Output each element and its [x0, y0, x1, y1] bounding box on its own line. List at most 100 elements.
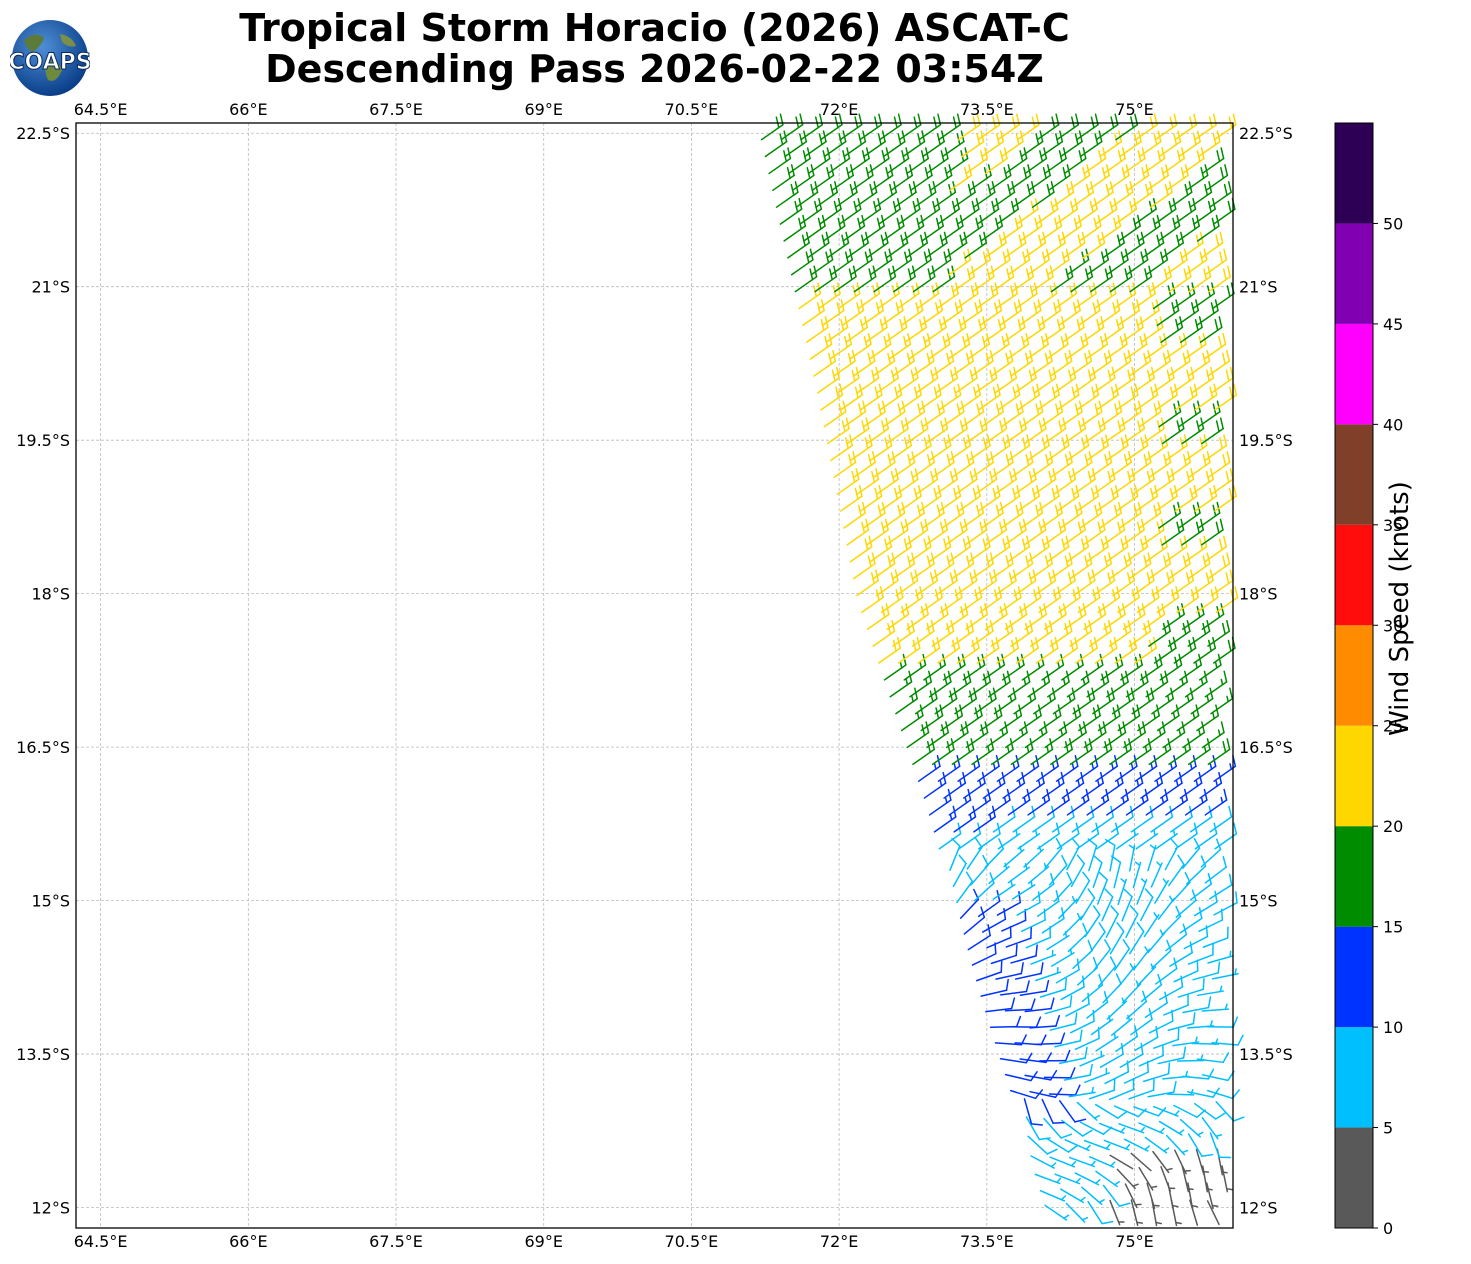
barb-shaft	[1050, 748, 1073, 766]
barb-full-flag	[1144, 670, 1149, 683]
wind-barb	[1140, 888, 1154, 922]
barb-full-flag	[971, 639, 976, 652]
wind-barb	[1209, 1132, 1232, 1159]
wind-barb	[1207, 950, 1234, 964]
barb-full-flag	[1226, 619, 1231, 632]
barb-full-flag	[973, 687, 978, 700]
barb-shaft	[1125, 681, 1149, 698]
barb-full-flag	[1166, 939, 1172, 952]
barb-half-flag	[1209, 763, 1213, 770]
barb-full-flag	[1104, 888, 1114, 898]
barb-shaft	[954, 697, 978, 715]
barb-full-flag	[1096, 704, 1101, 717]
barb-full-flag	[1113, 1078, 1116, 1092]
barb-shaft	[1162, 613, 1185, 630]
wind-barb	[1193, 890, 1218, 917]
wind-barb	[1044, 837, 1063, 869]
barb-full-flag	[1092, 707, 1097, 720]
barb-full-flag	[960, 724, 965, 737]
barb-shaft	[928, 799, 952, 816]
wind-barb	[1059, 1100, 1087, 1123]
barb-full-flag	[1038, 1137, 1051, 1141]
barb-shaft	[1070, 862, 1086, 888]
y-tick-label-right: 12°S	[1239, 1199, 1278, 1218]
barb-shaft	[1024, 731, 1048, 749]
barb-half-flag	[1172, 829, 1176, 837]
wind-barb	[1035, 636, 1059, 664]
wind-barb	[1201, 147, 1225, 175]
barb-shaft	[1179, 1118, 1201, 1138]
barb-half-flag	[1063, 1214, 1070, 1220]
barb-full-flag	[1218, 771, 1223, 784]
barb-shaft	[1206, 1089, 1234, 1100]
barb-full-flag	[1222, 856, 1227, 868]
barb-full-flag	[1140, 1042, 1144, 1055]
barb-full-flag	[1103, 622, 1108, 635]
barb-half-flag	[1226, 695, 1229, 703]
wind-barb	[1207, 552, 1231, 580]
barb-shaft	[1106, 681, 1129, 698]
barb-full-flag	[908, 670, 913, 683]
y-tick-label-right: 13.5°S	[1239, 1045, 1293, 1064]
barb-full-flag	[1134, 656, 1139, 669]
wind-barb	[1173, 1104, 1206, 1118]
barb-shaft	[1049, 1156, 1076, 1168]
barb-shaft	[991, 748, 1014, 766]
barb-full-flag	[1133, 636, 1138, 649]
barb-shaft	[1204, 866, 1227, 884]
wind-barb	[1083, 1139, 1111, 1151]
barb-shaft	[1013, 697, 1037, 715]
barb-shaft	[1023, 1098, 1033, 1125]
barb-full-flag	[1087, 690, 1092, 703]
barb-full-flag	[1154, 656, 1159, 669]
coaps-logo: COAPS	[10, 20, 90, 96]
barb-full-flag	[1076, 854, 1086, 865]
barb-full-flag	[1129, 639, 1134, 652]
barb-shaft	[1096, 833, 1119, 850]
barb-shaft	[1196, 1058, 1224, 1064]
wind-barb	[977, 755, 1000, 782]
barb-shaft	[1022, 782, 1045, 799]
barb-full-flag	[1080, 771, 1085, 784]
barb-shaft	[1114, 765, 1138, 782]
barb-full-flag	[964, 603, 969, 616]
barb-shaft	[1153, 647, 1177, 664]
wind-barb	[975, 960, 1003, 982]
barb-full-flag	[1068, 738, 1073, 751]
barb-shaft	[1015, 647, 1039, 664]
barb-shaft	[1020, 919, 1046, 933]
barb-half-flag	[1116, 780, 1120, 787]
wind-barb	[1211, 1034, 1244, 1046]
barb-shaft	[1132, 861, 1142, 889]
barb-full-flag	[1144, 888, 1154, 898]
barb-full-flag	[1115, 656, 1120, 669]
wind-barb	[1179, 1118, 1204, 1138]
barb-full-flag	[1044, 622, 1049, 635]
wind-barb	[1001, 653, 1025, 681]
barb-full-flag	[1094, 755, 1099, 768]
barb-half-flag	[1175, 1221, 1182, 1225]
barb-full-flag	[1030, 998, 1036, 1011]
wind-barb	[1064, 1139, 1091, 1152]
barb-full-flag	[1055, 890, 1060, 902]
wind-barb	[926, 721, 950, 749]
barb-shaft	[1154, 967, 1178, 985]
barb-shaft	[1097, 714, 1121, 732]
wind-barb	[971, 738, 995, 766]
barb-half-flag	[1220, 796, 1224, 804]
wind-barb	[1047, 788, 1070, 816]
barb-full-flag	[1026, 670, 1031, 683]
wind-barb	[1117, 586, 1140, 614]
wind-barb	[1212, 636, 1236, 664]
wind-barb	[1192, 961, 1221, 981]
barb-half-flag	[1120, 878, 1126, 884]
colorbar-tick-label: 5	[1383, 1119, 1393, 1138]
barb-full-flag	[951, 639, 956, 652]
wind-barb	[1094, 636, 1118, 664]
wind-barb	[1109, 738, 1132, 766]
barb-full-flag	[1232, 484, 1237, 497]
barb-full-flag	[921, 724, 926, 737]
barb-half-flag	[1211, 1204, 1219, 1207]
wind-barb	[1048, 854, 1068, 886]
wind-barb	[989, 1015, 1022, 1028]
